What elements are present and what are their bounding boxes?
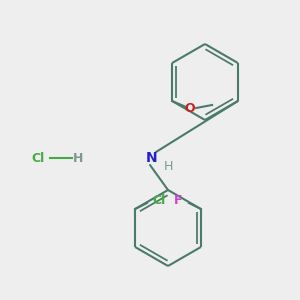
Text: O: O [185, 103, 195, 116]
Text: F: F [174, 194, 182, 208]
Text: Cl: Cl [152, 194, 166, 208]
Text: H: H [73, 152, 83, 164]
Text: H: H [163, 160, 173, 172]
Text: Cl: Cl [32, 152, 45, 164]
Text: N: N [146, 151, 158, 165]
